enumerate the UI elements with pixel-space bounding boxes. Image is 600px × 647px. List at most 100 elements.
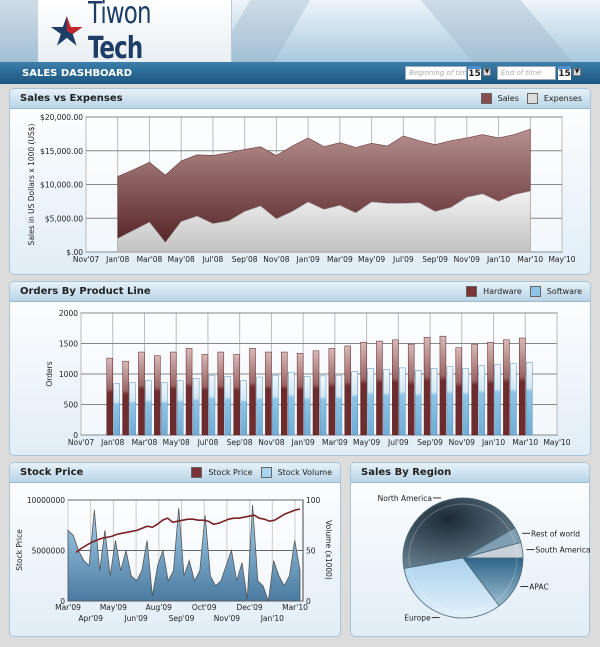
legend-swatch-stock-volume [260, 467, 272, 478]
x-tick-label: Jan'10 [260, 614, 284, 623]
x-tick-label: May'09 [353, 438, 380, 447]
y2-tick-label: 0 [306, 597, 311, 606]
software-bar [319, 375, 327, 436]
software-bar [240, 380, 247, 436]
x-tick-label: Jul'08 [202, 255, 224, 264]
y2-tick-label: 100 [306, 496, 321, 505]
y-axis-label: Orders [45, 361, 54, 386]
software-bar [256, 376, 263, 436]
x-tick-label: May'10 [543, 438, 570, 447]
x-tick-label: Jan'10 [486, 255, 510, 264]
x-tick-label: Jan'08 [100, 438, 124, 447]
legend-swatch-expenses [526, 93, 538, 104]
x-tick-label: Sep'09 [422, 255, 448, 264]
start-date-input[interactable]: Beginning of tim [405, 66, 467, 80]
y-tick-label: 500 [64, 401, 79, 410]
pie-bevel [408, 503, 518, 613]
x-tick-label: Nov'07 [68, 438, 94, 447]
start-date-dropdown[interactable]: ▼ [483, 68, 491, 76]
software-bar [145, 380, 152, 436]
y-tick-label: 2000 [59, 309, 78, 318]
hardware-bar [106, 357, 113, 436]
software-bar [176, 380, 184, 436]
panel-title: Sales By Region [361, 467, 452, 478]
hardware-bar [185, 348, 193, 436]
x-tick-label: Dec'09 [237, 603, 263, 612]
x-tick-label: Mar'10 [282, 603, 308, 612]
software-bar [129, 382, 136, 436]
brand-name: Tiwon Tech [87, 0, 152, 62]
x-tick-label: Jan'08 [105, 255, 129, 264]
hardware-bar [217, 351, 225, 436]
x-tick-label: Mar'09 [327, 255, 353, 264]
software-bar [478, 365, 485, 436]
software-bar [208, 374, 216, 436]
hardware-bar [201, 354, 209, 436]
end-date-input[interactable]: End of time [497, 66, 556, 80]
x-tick-label: Mar'09 [322, 438, 348, 447]
software-bar [462, 368, 470, 436]
y-tick-label: $10,000.00 [40, 181, 83, 190]
hardware-bar [233, 354, 240, 436]
x-tick-label: Jan'10 [481, 438, 505, 447]
hardware-bar [328, 348, 336, 436]
y2-axis-label: Volume (x1000) [324, 520, 333, 580]
hardware-bar [122, 360, 129, 436]
software-bar [494, 363, 501, 436]
pie-label: North America [378, 494, 432, 503]
software-bar [192, 378, 200, 436]
y2-tick-label: 50 [306, 547, 316, 556]
software-bar [510, 363, 517, 436]
software-bar [414, 370, 422, 436]
logo: Tiwon Tech [38, 0, 232, 62]
x-tick-label: May'09 [100, 603, 127, 612]
software-bar [272, 374, 279, 436]
x-tick-label: Nov'08 [258, 438, 284, 447]
pie-slice [402, 497, 516, 569]
y-tick-label: 0 [60, 597, 65, 606]
hardware-bar [138, 351, 145, 436]
star-logo-icon [50, 16, 83, 46]
x-tick-label: Jul'08 [197, 438, 219, 447]
legend-swatch-software [529, 286, 541, 297]
x-tick-label: Mar'10 [512, 438, 538, 447]
software-bar [430, 368, 438, 436]
hardware-bar [392, 339, 399, 436]
x-tick-label: Nov'07 [73, 255, 99, 264]
x-tick-label: Mar'08 [137, 255, 163, 264]
y-tick-label: $.00 [66, 248, 83, 257]
pie-label: South America [535, 546, 590, 555]
chart-legend: Stock Price Stock Volume [183, 467, 332, 478]
x-tick-label: Sep'08 [232, 255, 258, 264]
end-date-dropdown[interactable]: ▼ [573, 68, 581, 76]
chart-legend: Hardware Software [458, 286, 582, 297]
hardware-bar [376, 340, 383, 436]
legend-swatch-stock-price [191, 467, 203, 478]
x-tick-label: Nov'09 [454, 255, 480, 264]
software-bar [351, 371, 358, 436]
hardware-bar [296, 353, 304, 436]
hardware-bar [487, 342, 494, 436]
end-calendar-icon[interactable]: 15 [558, 66, 571, 80]
x-tick-label: Mar'10 [517, 255, 543, 264]
chart-legend: Sales Expenses [473, 93, 582, 104]
y-tick-label: $15,000.00 [40, 147, 83, 156]
pie-slice [462, 557, 524, 607]
legend-label: Expenses [543, 94, 582, 103]
x-tick-label: Nov'09 [449, 438, 475, 447]
software-bar [161, 382, 168, 436]
start-calendar-icon[interactable]: 15 [468, 66, 481, 80]
x-tick-label: Mar'08 [132, 438, 158, 447]
x-tick-label: May'09 [358, 255, 385, 264]
hardware-bar [439, 335, 447, 436]
x-tick-label: Jan'09 [296, 255, 320, 264]
x-tick-label: Sep'09 [417, 438, 443, 447]
x-tick-label: Nov'09 [214, 614, 240, 623]
x-tick-label: Jan'09 [291, 438, 315, 447]
panel-title: Sales vs Expenses [20, 93, 123, 104]
x-tick-label: May'08 [163, 438, 190, 447]
hardware-bar [344, 345, 351, 436]
legend-label: Hardware [483, 287, 522, 296]
software-bar [526, 362, 533, 436]
software-bar [446, 366, 454, 436]
